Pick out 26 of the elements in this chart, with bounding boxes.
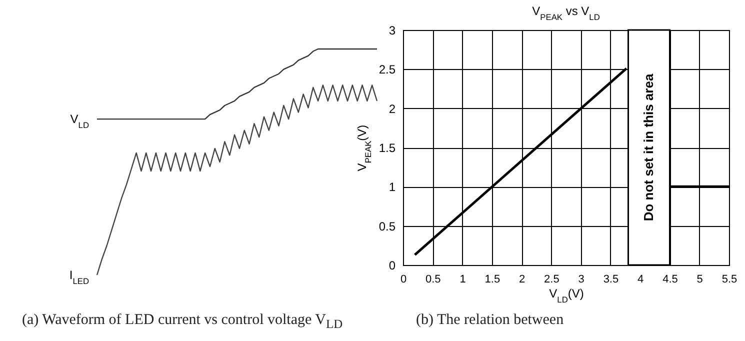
x-tick-label: 1.5 [484,274,500,286]
x-tick-label: 2 [518,274,526,286]
x-tick-label: 0 [400,274,407,286]
series-label: V$_{LD}$ [70,112,89,130]
x-tick-label: 4 [638,274,644,286]
x-tick-label: 5.5 [722,274,738,286]
y-tick-label: 0.5 [378,219,396,234]
text: (a) Waveform of LED current vs control voltage V$_{LD}$ [22,312,343,332]
y-tick-label: 2.5 [378,62,396,77]
y-tick-label: 3 [388,24,396,38]
x-tick-label: 3.5 [603,274,619,286]
series-label: I$_{LED}$ [69,268,89,286]
x-axis-title: V$_{LD}$(V) [549,286,584,304]
text: (b) The relation between [416,312,564,329]
x-tick-label: 5 [696,274,703,286]
y-tick-label: 2 [388,102,396,116]
x-tick-label: 0.5 [425,274,441,286]
x-tick-label: 3 [578,274,584,286]
chart-title: V$_{PEAK}$ vs V$_{LD}$ [532,4,600,22]
band-label: Do not set it in this area [640,73,656,222]
y-tick-label: 1.5 [378,141,396,155]
y-tick-label: 0 [388,258,396,272]
y-tick-label: 1 [388,180,396,194]
x-tick-label: 1 [460,274,466,286]
x-tick-label: 2.5 [544,274,560,286]
x-tick-label: 4.5 [662,274,678,286]
